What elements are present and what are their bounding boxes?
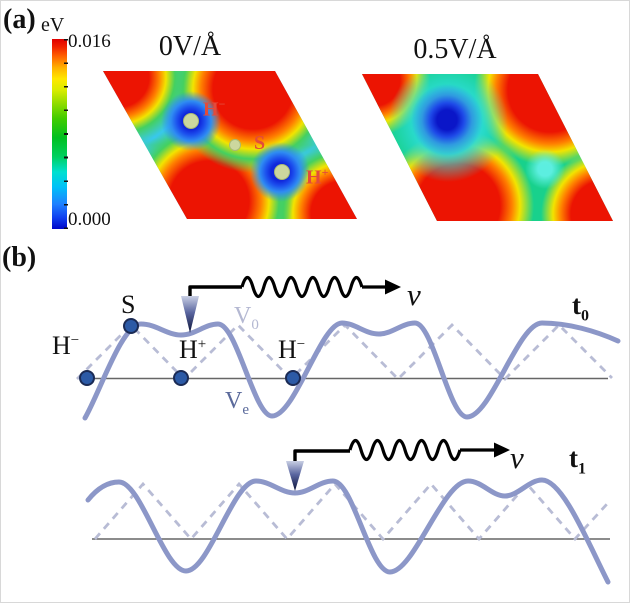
label-h-minus-right-sup: − <box>296 336 306 353</box>
label-h-minus-right: H− <box>278 335 305 365</box>
colorbar-max-label: 0.016 <box>68 31 111 52</box>
panel-a-label: (a) <box>3 4 36 35</box>
panel-b-label: (b) <box>2 242 37 273</box>
site-label-s: S <box>254 132 266 154</box>
ve-curve-t0 <box>82 320 621 421</box>
label-ve-base: V <box>225 388 243 414</box>
velocity-label-t1: v <box>510 440 524 475</box>
label-h-minus-right-base: H <box>278 335 297 364</box>
label-h-plus-sup: + <box>197 336 207 353</box>
colorbar-unit-label: eV <box>41 14 65 36</box>
heatmap-left-title: 0V/Å <box>158 31 222 62</box>
ion-dot-h-minus-right <box>285 370 301 386</box>
label-v0-sub: 0 <box>251 316 259 333</box>
colorbar <box>52 39 67 229</box>
heatmap-right-title: 0.5V/Å <box>413 34 497 65</box>
phonon-squiggle-t1 <box>348 438 462 462</box>
label-s: S <box>121 290 136 319</box>
site-label-h-plus-base: H <box>306 166 322 189</box>
label-h-plus: H+ <box>179 335 206 365</box>
site-label-h-minus-sup: − <box>218 97 226 111</box>
site-label-h-minus-base: H <box>203 98 219 121</box>
time-label-t1: t1 <box>569 443 586 478</box>
label-ve-sub: e <box>242 401 250 418</box>
site-label-h-minus: H− <box>203 97 225 122</box>
site-label-h-plus: H+ <box>306 165 328 190</box>
v0-curve-t0 <box>76 323 613 381</box>
colorbar-min-label: 0.000 <box>68 209 111 230</box>
site-dot-s <box>229 139 241 151</box>
colorbar-ticks <box>64 39 68 229</box>
label-h-minus-left: H− <box>52 331 79 361</box>
time-label-t0-sub: 0 <box>581 307 589 325</box>
v0-curve-t1 <box>93 481 609 542</box>
ion-dot-s <box>123 318 139 334</box>
pointer-arrow-t0 <box>181 296 199 333</box>
phonon-squiggle-t0 <box>240 275 364 299</box>
site-dot-h-minus <box>183 113 199 129</box>
label-h-minus-left-base: H <box>52 331 71 360</box>
velocity-arrowhead-t1 <box>494 442 510 458</box>
velocity-label-t0: v <box>407 277 421 312</box>
label-v0-base: V <box>234 303 252 329</box>
ve-curve-t1 <box>85 477 611 585</box>
velocity-arrowhead-t0 <box>385 279 401 295</box>
site-label-h-plus-sup: + <box>321 165 329 179</box>
time-label-t1-base: t <box>569 443 578 473</box>
pointer-arrow-t1 <box>286 461 304 491</box>
label-ve: Ve <box>225 388 249 419</box>
label-h-plus-base: H <box>179 335 198 364</box>
pointer-stem-t1 <box>293 449 350 463</box>
site-dot-h-plus <box>274 164 290 180</box>
time-label-t1-sub: 1 <box>578 460 586 478</box>
time-label-t0: t0 <box>572 290 589 325</box>
ion-dot-h-plus <box>173 370 189 386</box>
label-h-minus-left-sup: − <box>70 332 80 349</box>
ion-dot-h-minus-left <box>79 370 95 386</box>
label-v0: V0 <box>234 303 259 334</box>
time-label-t0-base: t <box>572 290 581 320</box>
